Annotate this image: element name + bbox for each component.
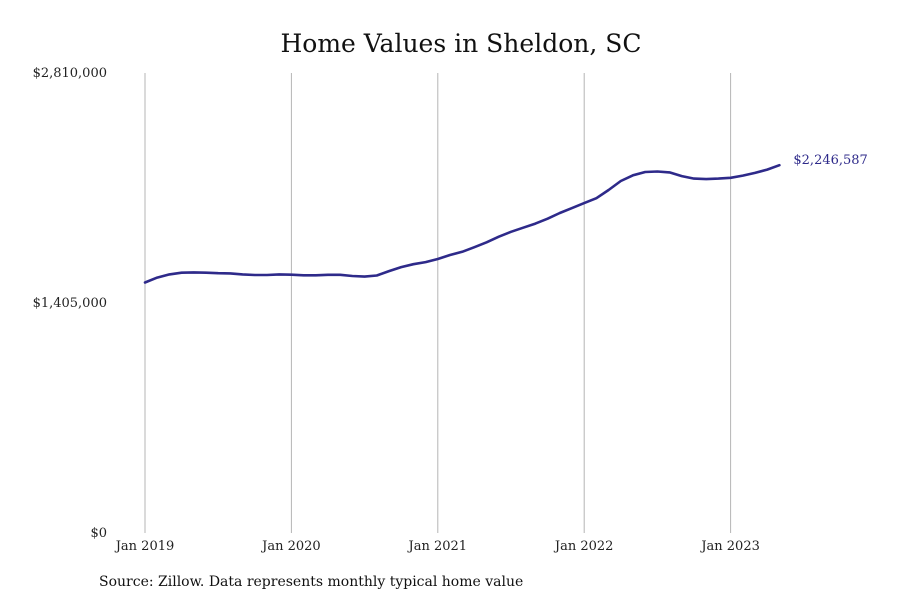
x-gridlines [144, 73, 732, 533]
source-note: Source: Zillow. Data represents monthly … [99, 574, 523, 590]
y-tick-label: $2,810,000 [33, 66, 107, 81]
x-tick-label: Jan 2022 [553, 539, 614, 554]
end-value-label: $2,246,587 [793, 153, 867, 168]
x-tick-label: Jan 2019 [114, 539, 175, 554]
x-tick-label: Jan 2023 [699, 539, 760, 554]
y-axis-ticks: $0 $1,405,000 $2,810,000 [33, 66, 107, 541]
y-tick-label: $0 [90, 526, 107, 541]
series-line [143, 163, 781, 284]
x-tick-label: Jan 2021 [407, 539, 468, 554]
x-tick-label: Jan 2020 [260, 539, 321, 554]
chart-title: Home Values in Sheldon, SC [281, 29, 642, 58]
y-tick-label: $1,405,000 [33, 296, 107, 311]
x-axis-ticks: Jan 2019 Jan 2020 Jan 2021 Jan 2022 Jan 2023 [114, 539, 760, 554]
